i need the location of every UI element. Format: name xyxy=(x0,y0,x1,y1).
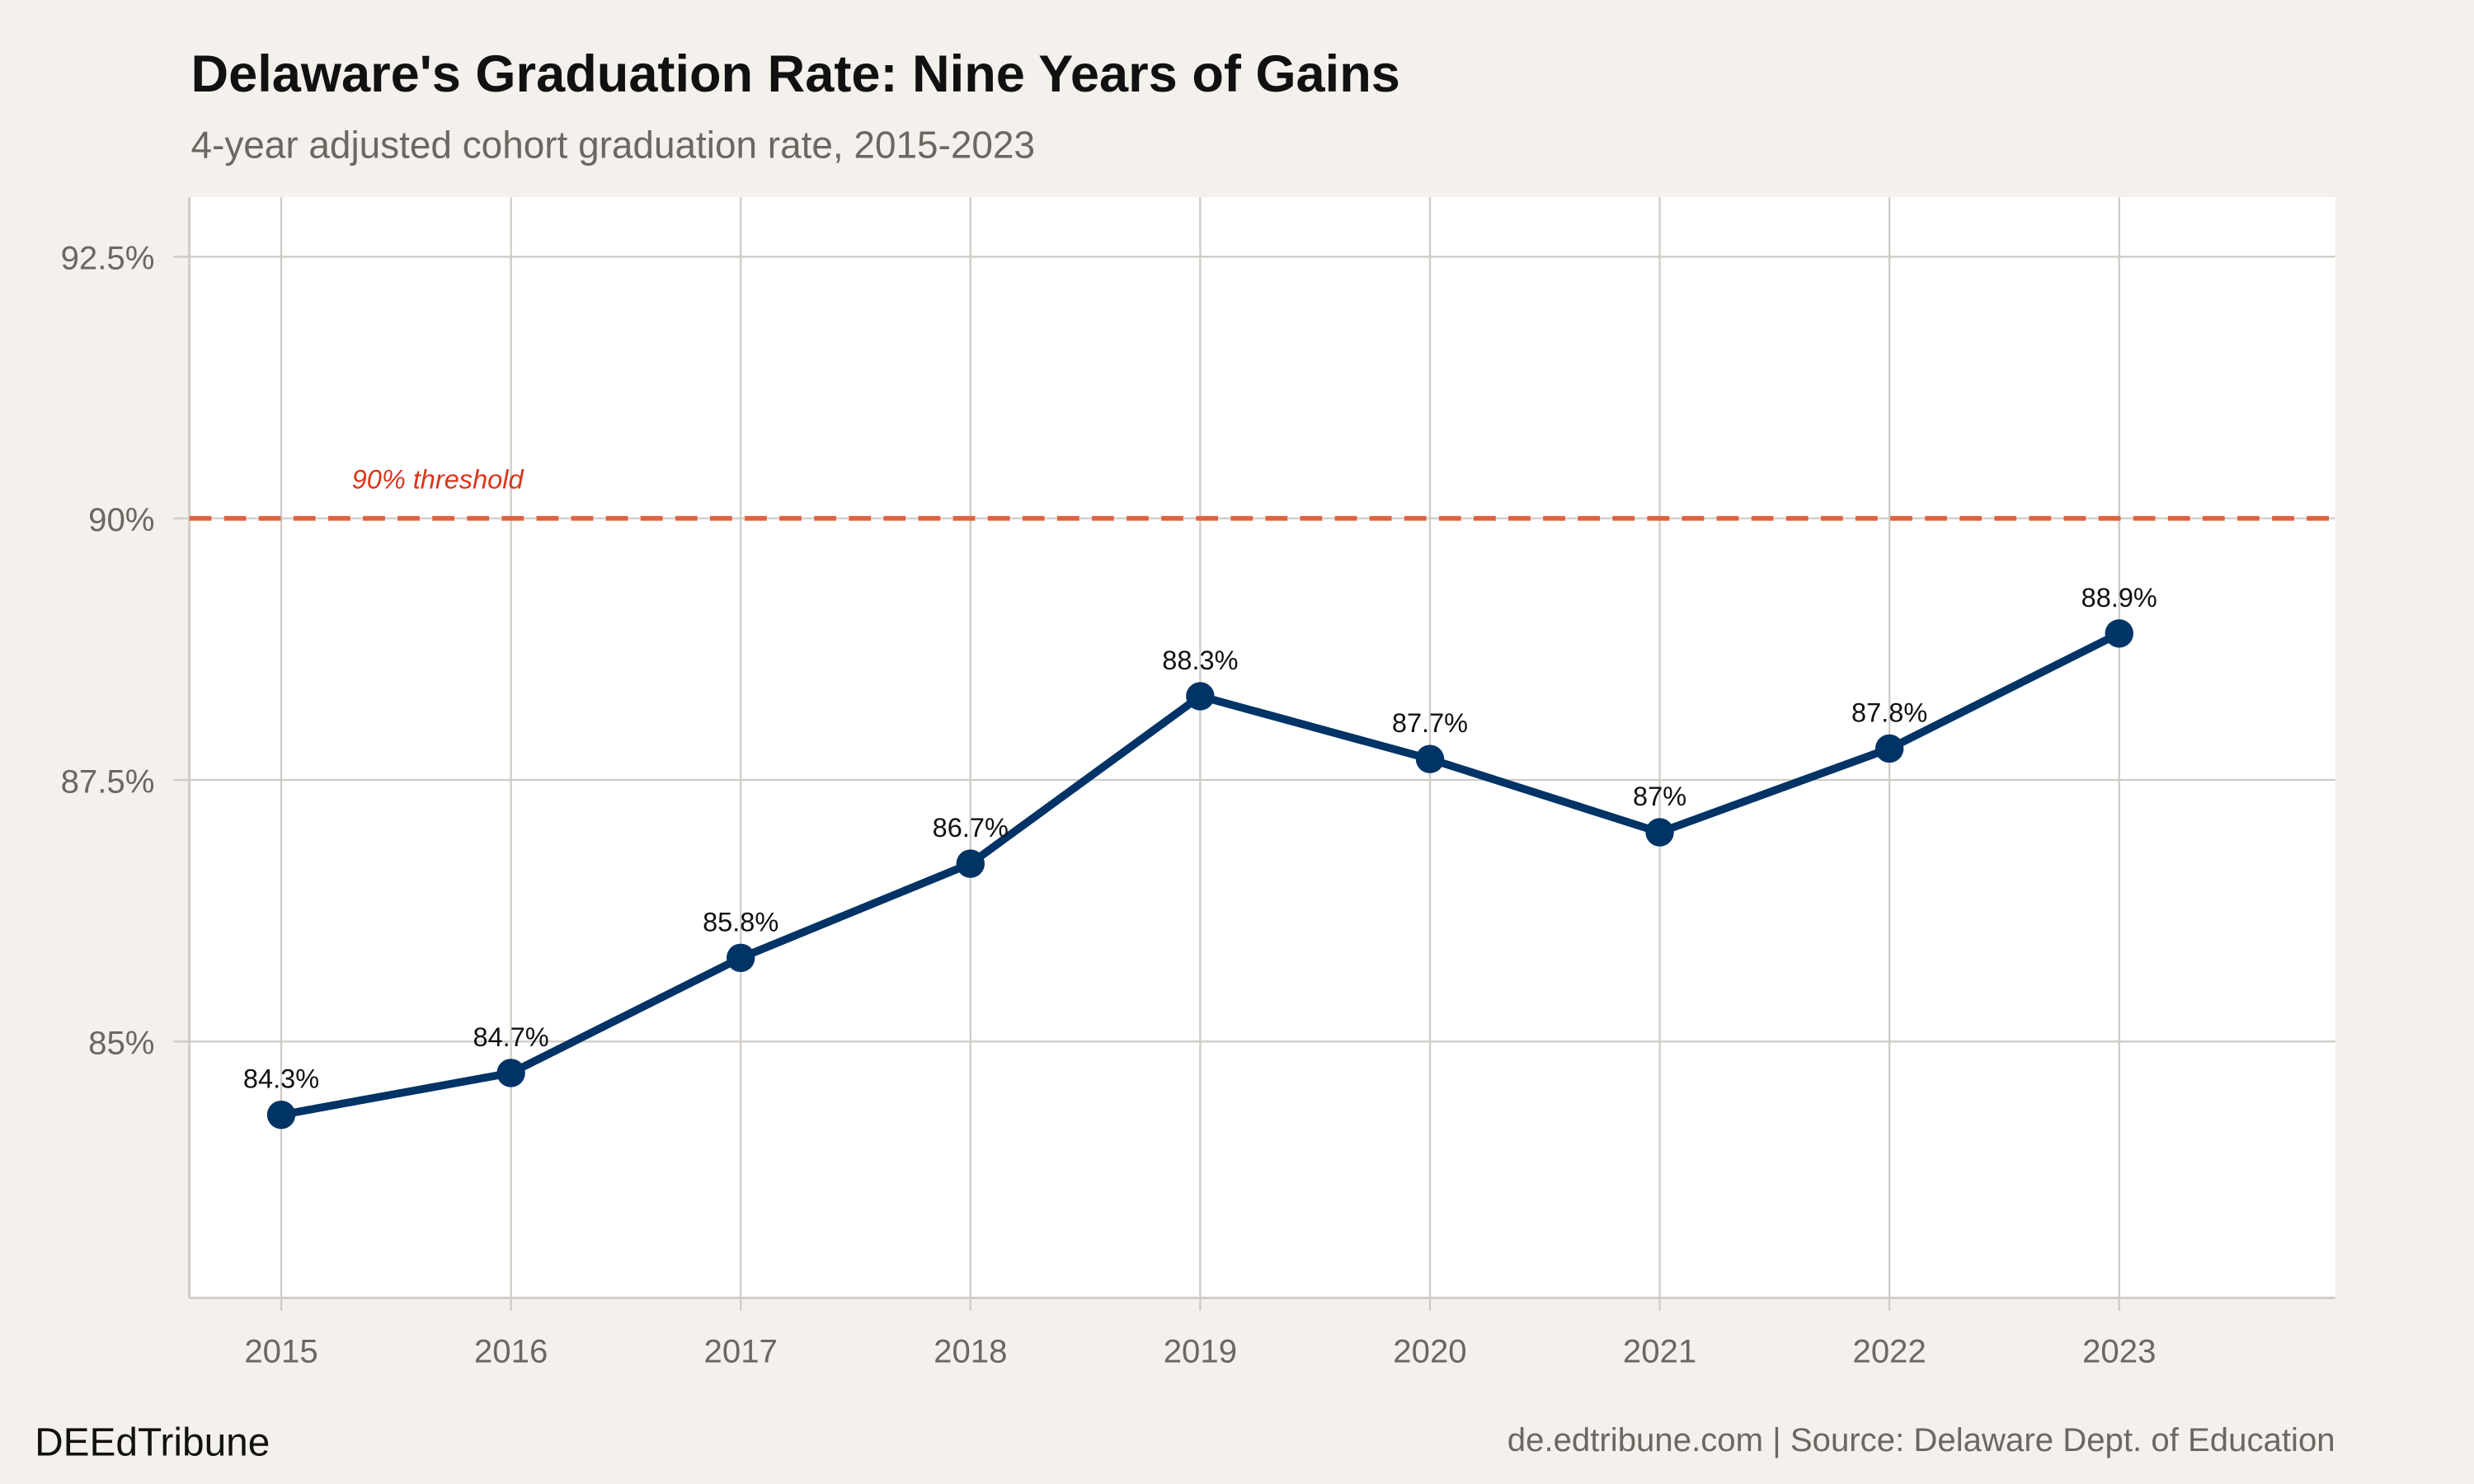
data-label: 87% xyxy=(1633,782,1686,811)
threshold-label: 90% threshold xyxy=(352,464,524,494)
plot-panel xyxy=(189,197,2335,1298)
data-point xyxy=(1415,744,1445,773)
data-label: 85.8% xyxy=(703,907,778,937)
x-tick-label: 2018 xyxy=(934,1333,1007,1370)
data-label: 84.7% xyxy=(473,1022,549,1052)
y-tick-label: 85% xyxy=(88,1025,154,1062)
brand-logo: DEEdTribune xyxy=(35,1421,270,1465)
x-tick-label: 2020 xyxy=(1393,1333,1466,1370)
source-note: de.edtribune.com | Source: Delaware Dept… xyxy=(1507,1421,2335,1458)
x-tick-label: 2015 xyxy=(244,1333,317,1370)
data-point xyxy=(1186,682,1215,711)
data-label: 87.8% xyxy=(1851,697,1927,727)
data-label: 84.3% xyxy=(243,1064,319,1094)
data-label: 88.3% xyxy=(1162,646,1238,675)
x-tick-label: 2021 xyxy=(1623,1333,1696,1370)
x-tick-label: 2019 xyxy=(1164,1333,1237,1370)
x-tick-label: 2017 xyxy=(704,1333,778,1370)
data-point xyxy=(956,849,985,878)
data-label: 86.7% xyxy=(933,813,1009,843)
x-tick-label: 2023 xyxy=(2082,1333,2156,1370)
data-label: 87.7% xyxy=(1392,708,1468,738)
data-point xyxy=(266,1100,296,1129)
chart-title: Delaware's Graduation Rate: Nine Years o… xyxy=(191,45,1400,103)
data-point xyxy=(1874,734,1904,763)
data-point xyxy=(726,943,755,973)
x-tick-label: 2022 xyxy=(1852,1333,1926,1370)
chart-subtitle: 4-year adjusted cohort graduation rate, … xyxy=(191,123,1035,166)
y-tick-label: 92.5% xyxy=(61,240,155,277)
x-tick-label: 2016 xyxy=(474,1333,548,1370)
y-tick-label: 87.5% xyxy=(61,763,155,800)
data-point xyxy=(496,1059,525,1087)
data-point xyxy=(2105,619,2133,648)
data-label: 88.9% xyxy=(2081,583,2157,613)
data-point xyxy=(1645,818,1674,847)
y-tick-label: 90% xyxy=(88,501,154,538)
